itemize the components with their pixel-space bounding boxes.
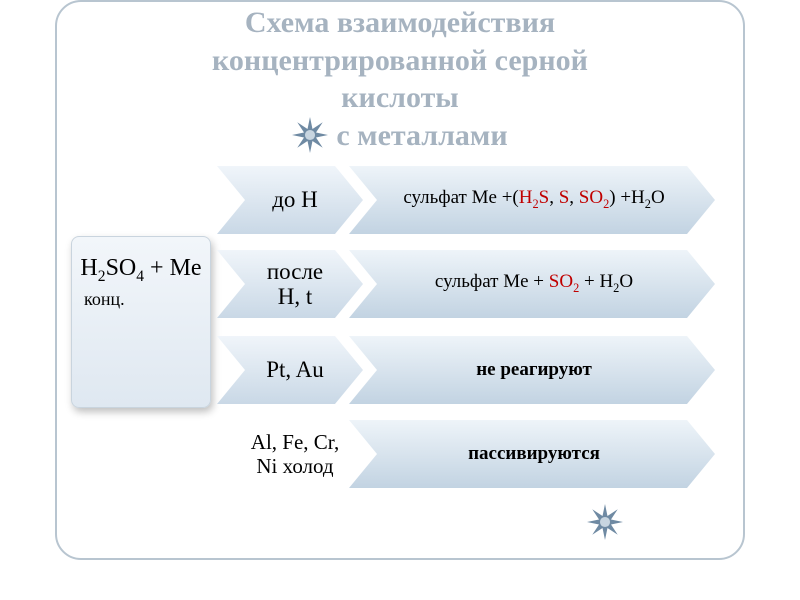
diagram-body: H2SO4 + Me конц. до H сульфат Me +(H2S, … xyxy=(57,160,743,540)
reactant-box: H2SO4 + Me конц. xyxy=(71,236,211,408)
row-after-h: послеH, t сульфат Me + SO2 + H2O xyxy=(217,250,715,318)
diagram-title: Схема взаимодействия концентрированной с… xyxy=(57,2,743,154)
condition-after-h: послеH, t xyxy=(217,250,363,318)
star-icon xyxy=(292,117,328,153)
star-icon xyxy=(587,504,623,540)
condition-passivate: Al, Fe, Cr,Ni холод xyxy=(217,420,363,488)
title-line3: кислоты xyxy=(57,79,743,117)
result-passivate: пассивируются xyxy=(349,420,715,488)
condition-before-h: до H xyxy=(217,166,363,234)
reactant-formula: H2SO4 + Me xyxy=(80,255,202,285)
result-after-h: сульфат Me + SO2 + H2O xyxy=(349,250,715,318)
row-passivate: Al, Fe, Cr,Ni холод пассивируются xyxy=(217,420,715,488)
result-pt-au: не реагируют xyxy=(349,336,715,404)
title-line4: с металлами xyxy=(336,117,507,155)
reactant-note: конц. xyxy=(80,289,202,310)
diagram-frame: Схема взаимодействия концентрированной с… xyxy=(55,0,745,560)
title-line1: Схема взаимодействия xyxy=(57,4,743,42)
result-before-h: сульфат Me +(H2S, S, SO2) +H2O xyxy=(349,166,715,234)
condition-pt-au: Pt, Au xyxy=(217,336,363,404)
title-line2: концентрированной серной xyxy=(57,42,743,80)
row-before-h: до H сульфат Me +(H2S, S, SO2) +H2O xyxy=(217,166,715,234)
row-pt-au: Pt, Au не реагируют xyxy=(217,336,715,404)
